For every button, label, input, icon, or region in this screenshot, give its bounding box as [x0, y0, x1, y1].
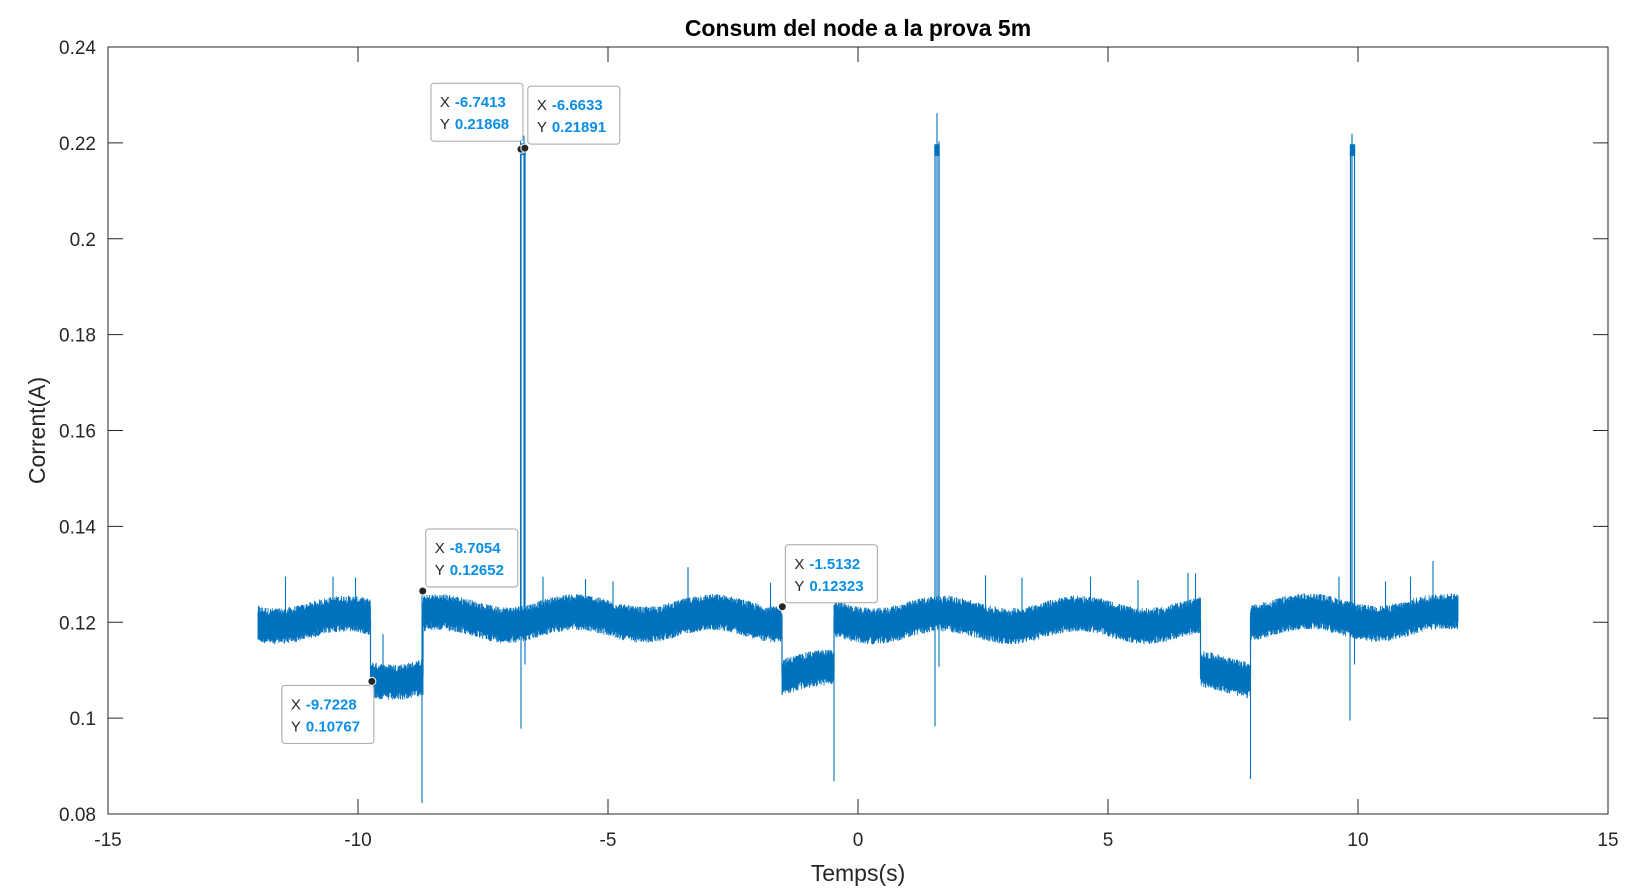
x-tick-label: -10 [344, 830, 371, 851]
datatip-y-key: Y [291, 718, 301, 735]
datatip-x-value: -1.5132 [809, 556, 860, 573]
datatip-marker [418, 586, 428, 596]
datatip: X -9.7228 Y 0.10767 [281, 676, 377, 744]
y-tick-label: 0.22 [59, 134, 96, 155]
x-axis-label: Temps(s) [811, 860, 906, 886]
datatip-x-value: -9.7228 [306, 696, 357, 713]
datatip-box [425, 528, 519, 588]
datatip-x-key: X [291, 696, 301, 713]
y-tick-label: 0.08 [59, 805, 96, 826]
datatip-layer: X -6.7413 Y 0.21868 X -6.6633 Y 0.21891 X -8.7054… [281, 82, 878, 744]
x-tick-label: 5 [1103, 830, 1114, 851]
y-tick-label: 0.12 [59, 613, 96, 634]
datatip-marker [520, 143, 530, 153]
datatip-y-key: Y [794, 578, 804, 595]
datatip-y-key: Y [537, 119, 547, 136]
y-tick-label: 0.18 [59, 326, 96, 347]
y-axis-label: Corrent(A) [24, 377, 50, 484]
datatip-box [430, 82, 524, 142]
chart-title: Consum del node a la prova 5m [685, 15, 1031, 41]
x-tick-label: 10 [1347, 830, 1368, 851]
x-tick-label: 0 [853, 830, 864, 851]
y-tick-label: 0.1 [70, 709, 96, 730]
datatip-x-key: X [794, 556, 804, 573]
y-tick-label: 0.14 [59, 517, 96, 538]
signal-layer [257, 113, 1459, 803]
datatip-marker [367, 676, 377, 686]
datatip-box [784, 544, 878, 604]
datatip-x-value: -6.7413 [455, 94, 506, 111]
datatip-x-value: -8.7054 [450, 540, 502, 557]
datatip-x-value: -6.6633 [552, 97, 603, 114]
datatip-x-key: X [440, 94, 450, 111]
datatip-y-value: 0.12323 [809, 578, 863, 595]
y-tick-label: 0.2 [70, 230, 96, 251]
datatip-y-value: 0.21891 [552, 119, 606, 136]
datatip-box [527, 85, 621, 145]
datatip: X -1.5132 Y 0.12323 [777, 544, 878, 612]
y-tick-label: 0.24 [59, 38, 96, 59]
datatip: X -6.6633 Y 0.21891 [520, 85, 621, 153]
datatip-box [281, 684, 375, 744]
datatip-y-key: Y [435, 562, 445, 579]
datatip-x-key: X [435, 540, 445, 557]
datatip: X -8.7054 Y 0.12652 [418, 528, 519, 596]
datatip-y-value: 0.12652 [450, 562, 504, 579]
signal-band-4 [781, 649, 835, 696]
axes-layer: -15 -10 -5 0 5 10 15 0.08 0.1 0.12 0.14 0.16 0.18 0.2… [59, 38, 1619, 851]
y-tick-label: 0.16 [59, 422, 96, 443]
datatip-marker [777, 602, 787, 612]
datatip-y-value: 0.10767 [306, 718, 360, 735]
x-tick-label: 15 [1597, 830, 1618, 851]
datatip-x-key: X [537, 97, 547, 114]
x-tick-label: -5 [600, 830, 617, 851]
datatip-y-key: Y [440, 116, 450, 133]
datatip-y-value: 0.21868 [455, 116, 509, 133]
x-tick-label: -15 [94, 830, 121, 851]
